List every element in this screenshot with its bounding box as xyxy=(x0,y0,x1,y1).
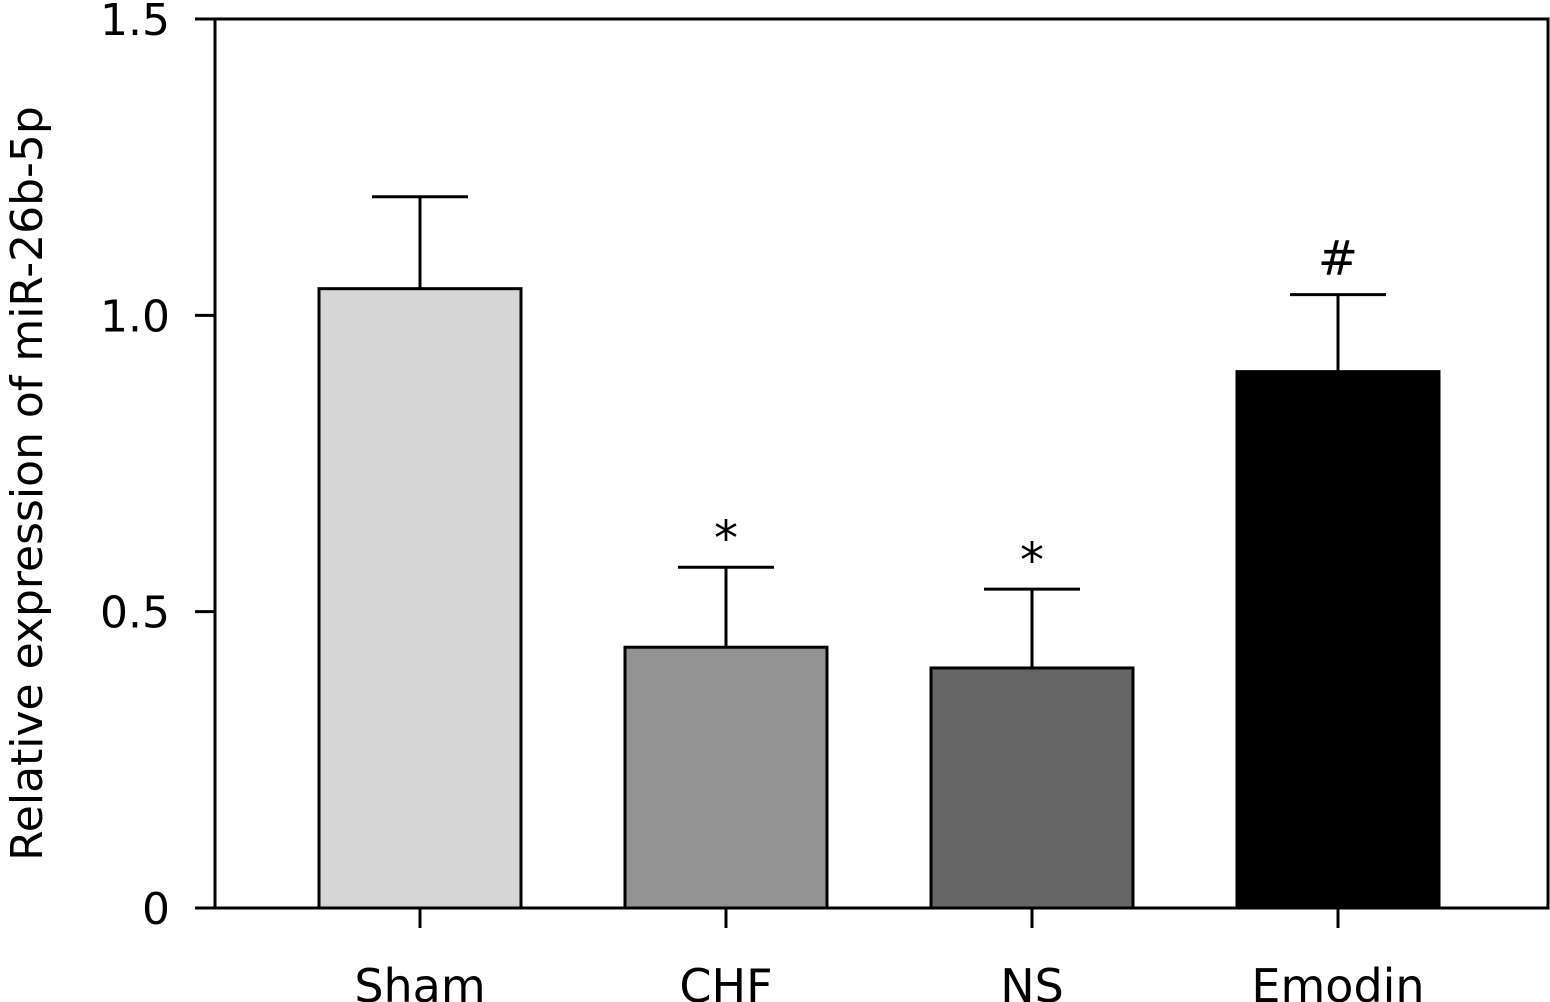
y-axis-ticks: 0 0.5 1.0 1.5 xyxy=(100,0,215,935)
bar-ns xyxy=(929,666,1135,910)
bar-emodin xyxy=(1235,370,1441,910)
x-tick-label: Emodin xyxy=(1251,959,1424,1002)
significance-marker: * xyxy=(714,511,738,567)
significance-markers: * * # xyxy=(714,231,1358,590)
y-tick-label: 1.5 xyxy=(100,0,170,46)
error-bars xyxy=(372,195,1386,668)
y-tick-label: 0 xyxy=(142,884,170,935)
x-tick-label: Sham xyxy=(354,959,485,1002)
y-tick-label: 1.0 xyxy=(100,291,170,342)
x-tick-label: NS xyxy=(1000,959,1064,1002)
x-tick-label: CHF xyxy=(679,959,772,1002)
bars xyxy=(317,287,1441,910)
significance-marker: * xyxy=(1020,533,1044,589)
bar-sham xyxy=(317,287,523,910)
bar-chf xyxy=(623,645,829,910)
y-axis-title: Relative expression of miR-26b-5p xyxy=(2,106,53,861)
x-axis-ticks: Sham CHF NS Emodin xyxy=(354,908,1425,1002)
y-tick-label: 0.5 xyxy=(100,588,170,639)
significance-marker: # xyxy=(1318,231,1358,287)
